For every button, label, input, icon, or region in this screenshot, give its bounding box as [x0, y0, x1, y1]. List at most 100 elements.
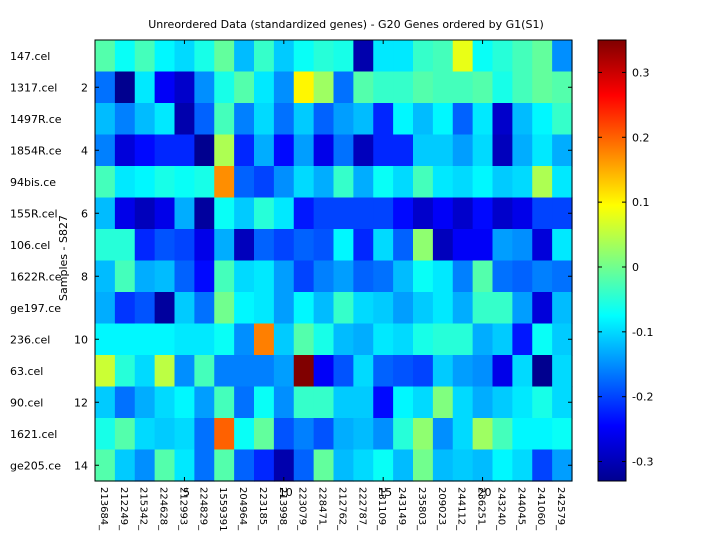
colorbar-tick-label: 0 [632, 261, 639, 274]
col-label: 223185_ [257, 487, 268, 531]
heatmap-cell [234, 355, 255, 388]
heatmap-cell [174, 40, 195, 73]
heatmap-cell [432, 229, 454, 262]
heatmap-cell [373, 355, 394, 388]
row-label: 236.cel [10, 333, 50, 346]
heatmap-cell [174, 418, 195, 451]
heatmap-cell [452, 134, 474, 167]
heatmap-cell [432, 449, 454, 482]
heatmap-cell [174, 260, 195, 293]
colorbar-tick-label: -0.1 [632, 326, 653, 339]
heatmap-cell [413, 449, 434, 482]
heatmap-cell [492, 197, 513, 230]
heatmap-cell [532, 103, 553, 136]
heatmap-cell [154, 134, 176, 167]
heatmap-cell [532, 260, 553, 293]
heatmap-cell [214, 292, 235, 325]
heatmap-cell [293, 449, 315, 482]
col-label: 244045_ [515, 487, 526, 531]
heatmap-cell [452, 292, 474, 325]
heatmap-cell [95, 103, 116, 136]
heatmap-cell [114, 418, 136, 451]
heatmap-cell [492, 260, 513, 293]
heatmap-cell [532, 323, 553, 356]
heatmap-cell [174, 323, 195, 356]
col-tick-label: 15 [378, 486, 392, 499]
heatmap-cell [134, 260, 156, 293]
heatmap-cell [353, 418, 374, 451]
heatmap-cell [254, 292, 275, 325]
heatmap-cell [413, 197, 434, 230]
row-tick-label: 4 [81, 144, 88, 157]
heatmap-cell [353, 71, 374, 104]
heatmap-cell [472, 260, 494, 293]
heatmap-cell [95, 229, 116, 262]
col-label: 1559391 [217, 487, 228, 532]
y-axis-label: Samples - S827 [57, 215, 70, 301]
heatmap-cell [492, 229, 513, 262]
heatmap-cell [452, 103, 474, 136]
heatmap-cell [234, 166, 255, 199]
heatmap-cell [154, 418, 176, 451]
heatmap-cell [393, 40, 414, 73]
heatmap-cell [154, 166, 176, 199]
heatmap-cell [254, 418, 275, 451]
col-label: 236251_ [476, 487, 487, 531]
heatmap-cell [532, 166, 553, 199]
row-tick-label: 6 [81, 207, 88, 220]
heatmap-cell [472, 418, 494, 451]
colorbar-tick-label: -0.2 [632, 391, 653, 404]
heatmap-cell [174, 292, 195, 325]
heatmap-cell [333, 229, 354, 262]
heatmap-cell [492, 323, 513, 356]
heatmap-cell [452, 449, 474, 482]
row-label: 1622R.ce [10, 270, 62, 283]
heatmap-cell [432, 166, 454, 199]
heatmap-cell [512, 449, 533, 482]
heatmap-cell [114, 292, 136, 325]
heatmap-cell [95, 323, 116, 356]
col-label: 213998_ [277, 487, 288, 531]
heatmap-cell [472, 166, 494, 199]
heatmap-cell [373, 71, 394, 104]
col-label: 224829_ [197, 487, 208, 531]
heatmap-cell [154, 71, 176, 104]
heatmap-cell [532, 355, 553, 388]
heatmap-cell [353, 355, 374, 388]
heatmap-cell [273, 418, 295, 451]
heatmap-cell [214, 197, 235, 230]
heatmap-cell [552, 418, 573, 451]
heatmap-cell [333, 134, 354, 167]
chart-title: Unreordered Data (standardized genes) - … [148, 18, 544, 31]
heatmap-cell [214, 355, 235, 388]
row-tick-label: 10 [74, 333, 88, 346]
heatmap-cell [373, 292, 394, 325]
heatmap-cell [432, 71, 454, 104]
heatmap-cell [234, 197, 255, 230]
heatmap-cell [214, 71, 235, 104]
colorbar-tick-label: 0.2 [632, 131, 650, 144]
heatmap-cell [214, 260, 235, 293]
heatmap-cell [313, 355, 335, 388]
col-label: 222787_ [356, 487, 367, 531]
col-label: 215342_ [138, 487, 149, 531]
heatmap-cell [532, 386, 553, 419]
heatmap-cell [313, 134, 335, 167]
heatmap-cell [293, 71, 315, 104]
heatmap-cell [134, 166, 156, 199]
heatmap-cell [214, 134, 235, 167]
heatmap-cell [273, 355, 295, 388]
heatmap-cell [234, 292, 255, 325]
heatmap-cell [393, 323, 414, 356]
heatmap-cell [293, 260, 315, 293]
heatmap-cell [254, 260, 275, 293]
heatmap-cell [114, 229, 136, 262]
heatmap-cell [293, 418, 315, 451]
heatmap-cell [254, 386, 275, 419]
row-label: 1854R.ce [10, 144, 62, 157]
plot-frame [94, 39, 573, 482]
heatmap-cell [452, 386, 474, 419]
heatmap-cell [452, 323, 474, 356]
heatmap-cell [552, 134, 573, 167]
